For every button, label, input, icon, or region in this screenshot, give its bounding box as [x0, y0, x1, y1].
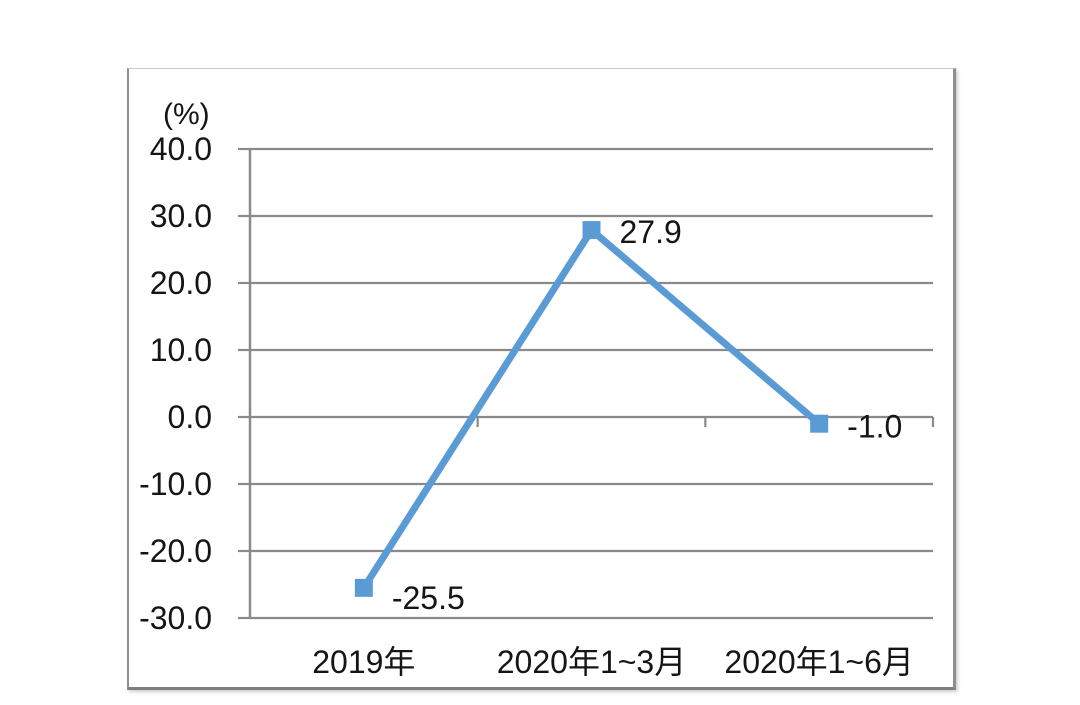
y-tick-label: 10.0	[150, 332, 212, 368]
axes-group	[238, 147, 935, 620]
y-axis-unit-label: (%)	[163, 98, 210, 131]
y-tick-label: 40.0	[150, 131, 212, 167]
x-category-label: 2019年	[312, 644, 415, 680]
data-point-label: -25.5	[392, 580, 465, 616]
data-point-marker	[810, 414, 829, 433]
chart-frame: (%) 40.0 30.0 20.0 10.0 0.0 -10.0 -20.0 -30.0 20…	[127, 68, 956, 690]
x-category-label: 2020年1~6月	[724, 644, 913, 680]
data-point-label: -1.0	[847, 409, 902, 445]
data-point-label: 27.9	[620, 214, 682, 250]
labels-group: 40.0 30.0 20.0 10.0 0.0 -10.0 -20.0 -30.0 2019年 2…	[139, 131, 914, 680]
gridlines-group	[250, 147, 933, 620]
y-tick-label: 0.0	[168, 399, 212, 435]
line-chart: (%) 40.0 30.0 20.0 10.0 0.0 -10.0 -20.0 -30.0 20…	[139, 98, 935, 680]
y-tick-label: -20.0	[139, 533, 212, 569]
y-tick-label: 20.0	[150, 265, 212, 301]
y-tick-label: 30.0	[150, 198, 212, 234]
y-tick-label: -30.0	[139, 600, 212, 636]
data-point-marker	[582, 221, 601, 240]
data-point-marker	[354, 578, 373, 597]
x-category-label: 2020年1~3月	[497, 644, 686, 680]
y-tick-label: -10.0	[139, 466, 212, 502]
data-series-group	[354, 221, 829, 597]
